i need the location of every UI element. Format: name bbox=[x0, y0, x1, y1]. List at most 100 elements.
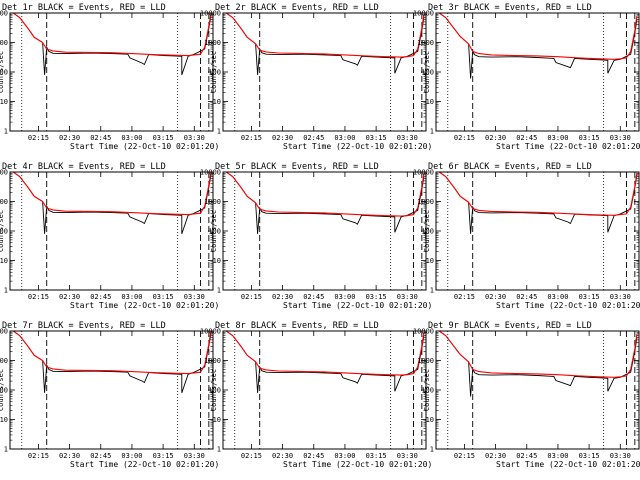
y-axis-label: Counts/sec bbox=[210, 51, 218, 93]
x-tick-label: 03:00 bbox=[334, 293, 355, 301]
lld-series-line bbox=[12, 13, 212, 57]
y-tick-label: 1000 bbox=[0, 357, 8, 365]
y-tick-label: 1 bbox=[4, 446, 8, 454]
y-tick-label: 10000 bbox=[413, 10, 434, 18]
x-tick-label: 03:15 bbox=[579, 134, 600, 142]
x-tick-label: 03:30 bbox=[610, 293, 631, 301]
x-axis-label: Start Time (22-Oct-10 02:01:20) bbox=[283, 460, 432, 469]
events-series-line bbox=[438, 172, 638, 234]
y-tick-label: 10 bbox=[213, 98, 221, 106]
panel-title: Det 1r BLACK = Events, RED = LLD bbox=[2, 3, 166, 13]
x-tick-label: 02:45 bbox=[90, 134, 111, 142]
events-series-line bbox=[438, 331, 638, 397]
events-series-line bbox=[12, 331, 212, 394]
x-tick-label: 02:30 bbox=[59, 452, 80, 460]
panel-grid: Det 1r BLACK = Events, RED = LLD Counts/s… bbox=[0, 3, 640, 469]
y-tick-label: 1000 bbox=[0, 39, 8, 47]
y-tick-label: 100 bbox=[0, 69, 8, 77]
x-tick-label: 03:00 bbox=[121, 293, 142, 301]
y-tick-label: 1000 bbox=[417, 357, 434, 365]
x-axis-label: Start Time (22-Oct-10 02:01:20) bbox=[70, 460, 219, 469]
y-tick-label: 10 bbox=[213, 416, 221, 424]
detector-panel: Det 6r BLACK = Events, RED = LLD Counts/s… bbox=[413, 162, 640, 310]
panel-title: Det 5r BLACK = Events, RED = LLD bbox=[215, 162, 379, 172]
y-tick-label: 1000 bbox=[417, 39, 434, 47]
panel-title: Det 7r BLACK = Events, RED = LLD bbox=[2, 321, 166, 331]
y-tick-label: 100 bbox=[208, 228, 221, 236]
plot-frame bbox=[9, 330, 214, 450]
x-tick-label: 03:00 bbox=[334, 134, 355, 142]
x-tick-label: 03:15 bbox=[153, 293, 174, 301]
y-tick-label: 1 bbox=[430, 287, 434, 295]
y-axis-label: Counts/sec bbox=[0, 369, 5, 411]
detector-panel: Det 1r BLACK = Events, RED = LLD Counts/s… bbox=[0, 3, 219, 151]
y-tick-label: 1 bbox=[4, 287, 8, 295]
x-tick-label: 02:30 bbox=[59, 293, 80, 301]
x-tick-label: 02:15 bbox=[28, 293, 49, 301]
x-tick-label: 02:45 bbox=[516, 134, 537, 142]
x-tick-label: 03:30 bbox=[610, 452, 631, 460]
y-tick-label: 1 bbox=[217, 287, 221, 295]
panel-title: Det 6r BLACK = Events, RED = LLD bbox=[428, 162, 592, 172]
y-tick-label: 100 bbox=[208, 387, 221, 395]
y-tick-label: 10 bbox=[213, 257, 221, 265]
y-tick-label: 10 bbox=[0, 98, 8, 106]
x-tick-label: 02:15 bbox=[241, 293, 262, 301]
y-tick-label: 10000 bbox=[413, 328, 434, 336]
y-tick-label: 1 bbox=[217, 128, 221, 136]
x-axis-label: Start Time (22-Oct-10 02:01:20) bbox=[283, 142, 432, 151]
y-tick-label: 10 bbox=[0, 257, 8, 265]
y-tick-label: 1000 bbox=[204, 198, 221, 206]
plot-frame bbox=[9, 12, 214, 132]
x-tick-label: 03:30 bbox=[397, 452, 418, 460]
y-axis-label: Counts/sec bbox=[0, 51, 5, 93]
y-tick-label: 1 bbox=[430, 128, 434, 136]
y-tick-label: 100 bbox=[421, 228, 434, 236]
y-axis-label: Counts/sec bbox=[210, 210, 218, 252]
x-tick-label: 02:15 bbox=[241, 452, 262, 460]
detector-panel: Det 3r BLACK = Events, RED = LLD Counts/s… bbox=[413, 3, 640, 151]
x-tick-label: 02:45 bbox=[90, 452, 111, 460]
lld-series-line bbox=[438, 172, 638, 216]
plot-frame bbox=[222, 12, 427, 132]
detector-panel: Det 8r BLACK = Events, RED = LLD Counts/s… bbox=[200, 321, 432, 469]
x-tick-label: 02:45 bbox=[516, 452, 537, 460]
y-axis-label: Counts/sec bbox=[0, 210, 5, 252]
plot-frame bbox=[222, 171, 427, 291]
y-tick-label: 10000 bbox=[200, 328, 221, 336]
y-tick-label: 100 bbox=[0, 228, 8, 236]
x-tick-label: 03:00 bbox=[547, 134, 568, 142]
x-tick-label: 02:30 bbox=[272, 452, 293, 460]
x-tick-label: 03:15 bbox=[366, 134, 387, 142]
x-tick-label: 02:15 bbox=[454, 452, 475, 460]
x-tick-label: 03:15 bbox=[579, 293, 600, 301]
x-tick-label: 02:15 bbox=[241, 134, 262, 142]
detector-panel: Det 7r BLACK = Events, RED = LLD Counts/s… bbox=[0, 321, 219, 469]
y-tick-label: 10 bbox=[0, 416, 8, 424]
y-tick-label: 1 bbox=[217, 446, 221, 454]
x-axis-label: Start Time (22-Oct-10 02:01:20) bbox=[496, 142, 640, 151]
events-series-line bbox=[12, 172, 212, 235]
x-tick-label: 02:45 bbox=[516, 293, 537, 301]
x-tick-label: 02:15 bbox=[28, 452, 49, 460]
x-tick-label: 02:30 bbox=[59, 134, 80, 142]
x-tick-label: 03:30 bbox=[397, 134, 418, 142]
x-tick-label: 02:30 bbox=[272, 134, 293, 142]
events-series-line bbox=[225, 13, 425, 75]
plot-frame bbox=[435, 330, 640, 450]
x-tick-label: 03:15 bbox=[153, 134, 174, 142]
x-tick-label: 02:45 bbox=[303, 134, 324, 142]
detector-panel: Det 5r BLACK = Events, RED = LLD Counts/s… bbox=[200, 162, 432, 310]
lld-series-line bbox=[438, 13, 638, 60]
x-axis-label: Start Time (22-Oct-10 02:01:20) bbox=[70, 142, 219, 151]
detector-panel: Det 2r BLACK = Events, RED = LLD Counts/s… bbox=[200, 3, 432, 151]
y-axis-label: Counts/sec bbox=[210, 369, 218, 411]
panel-title: Det 2r BLACK = Events, RED = LLD bbox=[215, 3, 379, 13]
x-axis-label: Start Time (22-Oct-10 02:01:20) bbox=[496, 301, 640, 310]
plot-frame bbox=[222, 330, 427, 450]
x-tick-label: 03:00 bbox=[121, 452, 142, 460]
x-tick-label: 03:00 bbox=[334, 452, 355, 460]
events-series-line bbox=[225, 331, 425, 393]
x-tick-label: 03:15 bbox=[366, 293, 387, 301]
